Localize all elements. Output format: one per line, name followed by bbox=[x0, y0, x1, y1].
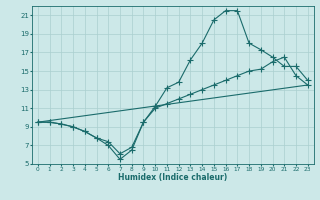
X-axis label: Humidex (Indice chaleur): Humidex (Indice chaleur) bbox=[118, 173, 228, 182]
